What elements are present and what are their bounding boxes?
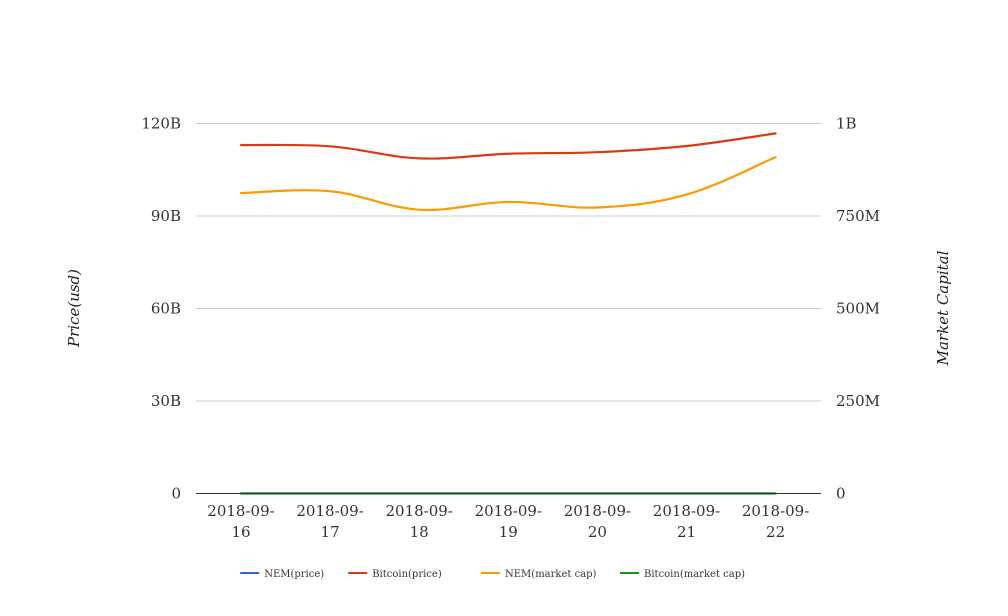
right-axis-title: Market Capital (934, 250, 952, 366)
legend-item: Bitcoin(market cap) (620, 569, 745, 580)
right-tick-label: 250M (836, 392, 880, 410)
legend: NEM(price) Bitcoin(price) NEM(market cap) B… (240, 569, 745, 580)
right-axis-ticks: 0 250M 500M 750M 1B (836, 115, 880, 503)
x-tick-label: 2018-09-17 (296, 502, 363, 541)
legend-label: Bitcoin(market cap) (644, 569, 745, 580)
series-line-bitcoin-price (239, 132, 777, 160)
legend-item: NEM(market cap) (481, 569, 597, 580)
right-tick-label: 0 (836, 485, 846, 503)
x-tick-label: 2018-09-18 (385, 502, 452, 541)
left-tick-label: 90B (151, 207, 181, 225)
right-tick-label: 750M (836, 207, 880, 225)
x-tick-label: 2018-09-16 (207, 502, 274, 541)
legend-label: NEM(market cap) (505, 569, 597, 580)
legend-label: Bitcoin(price) (372, 569, 442, 580)
left-axis-ticks: 0 30B 60B 90B 120B (141, 115, 181, 503)
left-axis-title: Price(usd) (65, 269, 83, 348)
right-tick-label: 1B (836, 115, 857, 133)
series-line-nem-market-cap (239, 156, 777, 212)
left-tick-label: 30B (151, 392, 181, 410)
gridlines (196, 123, 821, 402)
legend-label: NEM(price) (264, 569, 324, 580)
x-tick-label: 2018-09-20 (564, 502, 631, 541)
legend-item: NEM(price) (240, 569, 324, 580)
left-tick-label: 120B (141, 115, 181, 133)
left-tick-label: 0 (171, 485, 181, 503)
left-tick-label: 60B (151, 300, 181, 318)
right-tick-label: 500M (836, 300, 880, 318)
legend-item: Bitcoin(price) (348, 569, 442, 580)
x-tick-label: 2018-09-21 (653, 502, 720, 541)
x-tick-label: 2018-09-22 (742, 502, 809, 541)
series-lines (239, 132, 777, 495)
x-axis-ticks: 2018-09-16 2018-09-17 2018-09-18 2018-09-19… (207, 502, 809, 541)
x-tick-label: 2018-09-19 (475, 502, 542, 541)
